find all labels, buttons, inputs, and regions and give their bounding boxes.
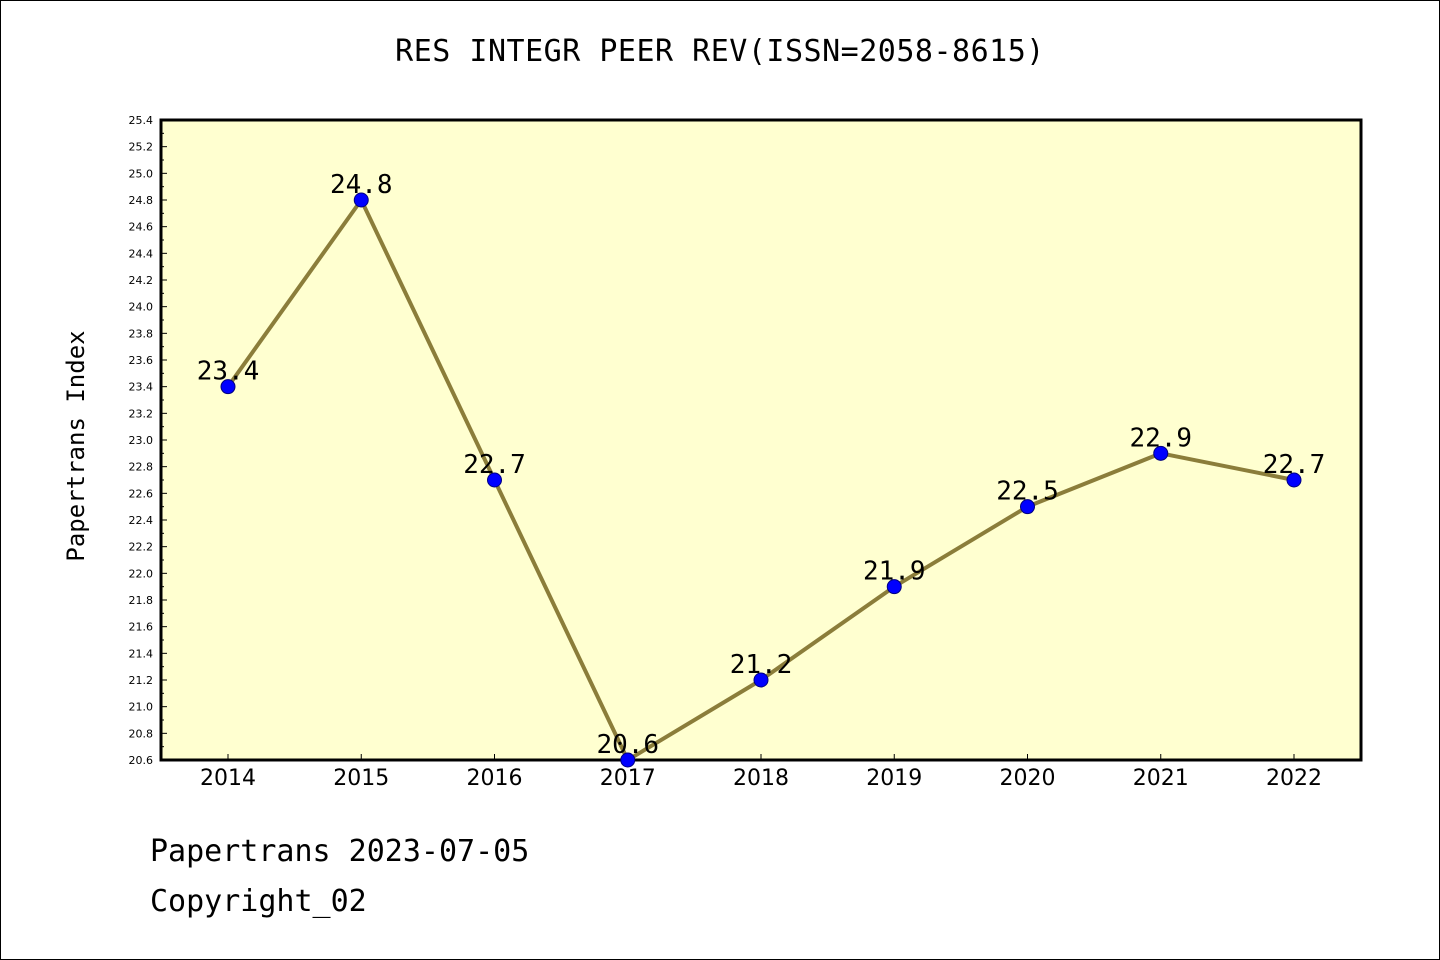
y-axis-ticks: 20.6 20.8 21.0 21.2 21.4 21.6 21.8 22.0 22.2 22.4… (129, 114, 167, 767)
y-tick-label: 22.4 (129, 514, 154, 527)
data-point (487, 472, 502, 488)
data-label: 24.8 (330, 170, 393, 200)
data-label: 21.9 (863, 557, 926, 587)
data-point (753, 672, 769, 688)
y-tick-label: 24.0 (129, 301, 154, 314)
x-tick-label: 2015 (333, 766, 389, 791)
x-tick-label: 2016 (467, 766, 523, 791)
y-tick-label: 21.6 (129, 621, 154, 634)
y-tick-label: 21.0 (129, 701, 154, 714)
y-tick-label: 21.4 (129, 647, 154, 660)
data-point (1286, 472, 1302, 488)
x-axis-ticks: 2014 2015 2016 2017 2018 2019 2020 2021 2022 (200, 754, 1322, 791)
y-tick-label: 25.2 (129, 141, 154, 154)
y-tick-label: 23.0 (129, 434, 154, 447)
chart-title: RES INTEGR PEER REV(ISSN=2058-8615) (395, 34, 1045, 69)
data-label: 22.7 (463, 450, 526, 480)
x-tick-label: 2022 (1266, 766, 1322, 791)
y-tick-label: 23.2 (129, 407, 154, 420)
y-tick-label: 25.4 (129, 114, 154, 127)
data-point (886, 579, 902, 595)
x-tick-label: 2014 (200, 766, 256, 791)
data-points (220, 192, 1302, 768)
y-tick-label: 21.8 (129, 594, 154, 607)
data-label: 23.4 (197, 357, 260, 387)
y-tick-label: 23.6 (129, 354, 154, 367)
data-point (1153, 445, 1169, 461)
x-tick-label: 2019 (866, 766, 922, 791)
y-tick-label: 24.2 (129, 274, 154, 287)
plot-area (159, 118, 1363, 762)
data-labels: 23.4 24.8 22.7 20.6 21.2 21.9 22.5 22.9 22.7 (197, 170, 1326, 760)
y-tick-label: 25.0 (129, 167, 154, 180)
data-point (1020, 499, 1035, 515)
y-tick-label: 22.0 (129, 567, 154, 580)
data-label: 21.2 (730, 650, 793, 680)
y-tick-label: 20.6 (129, 754, 154, 767)
y-tick-label: 21.2 (129, 674, 154, 687)
data-label: 20.6 (596, 730, 659, 760)
x-tick-label: 2017 (600, 766, 656, 791)
y-tick-label: 24.8 (129, 194, 154, 207)
data-label: 22.5 (996, 477, 1059, 507)
data-point (220, 379, 236, 395)
footer-copyright: Copyright_02 (150, 884, 367, 919)
y-tick-label: 24.4 (129, 247, 154, 260)
y-tick-label: 20.8 (129, 727, 154, 740)
x-tick-label: 2021 (1133, 766, 1189, 791)
y-tick-label: 23.4 (129, 381, 154, 394)
y-tick-label: 22.6 (129, 487, 154, 500)
x-tick-label: 2018 (733, 766, 789, 791)
y-tick-label: 22.2 (129, 541, 154, 554)
x-tick-label: 2020 (1000, 766, 1056, 791)
y-tick-label: 24.6 (129, 221, 154, 234)
y-tick-label: 23.8 (129, 327, 154, 340)
data-point (620, 752, 636, 768)
data-label: 22.9 (1129, 423, 1192, 453)
data-label: 22.7 (1263, 450, 1326, 480)
data-point (353, 192, 369, 208)
footer-date: Papertrans 2023-07-05 (150, 834, 530, 869)
y-tick-label: 22.8 (129, 461, 154, 474)
